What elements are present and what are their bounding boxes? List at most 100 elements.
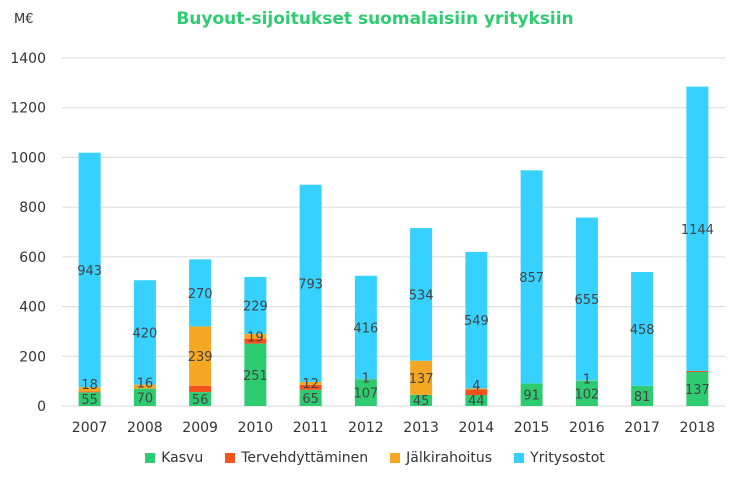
bar-yritysostot-2017 [631,272,654,386]
bar-yritysostot-2015 [520,170,543,384]
bar-yritysostot-2012 [354,275,377,380]
x-tick-label: 2011 [293,420,329,436]
bar-kasvu-2018 [686,371,709,406]
data-label: 655 [574,293,599,308]
bar-jälkirahoitus-2010 [244,333,267,339]
x-tick-label: 2018 [680,420,716,436]
data-label: 12 [302,377,319,392]
bar-yritysostot-2007 [78,152,101,388]
y-tick-label: 1000 [10,150,46,166]
bar-kasvu-2014 [465,395,488,406]
bar-yritysostot-2010 [244,276,267,334]
bar-tervehdyttäminen-2018 [686,370,709,372]
data-label: 416 [353,321,378,336]
bar-yritysostot-2013 [410,228,433,361]
bar-kasvu-2011 [299,389,322,406]
data-label: 45 [413,394,430,409]
bar-yritysostot-2018 [686,86,709,371]
legend-item: Kasvu [145,450,203,466]
bar-kasvu-2010 [244,343,267,406]
legend-item: Yritysostot [514,450,605,466]
data-label: 943 [77,264,102,279]
y-tick-label: 0 [37,399,46,415]
x-tick-label: 2015 [514,420,550,436]
bar-kasvu-2012 [354,379,377,406]
bar-jälkirahoitus-2011 [299,381,322,385]
legend-label: Yritysostot [530,450,605,466]
y-tick-label: 1200 [10,101,46,117]
data-label: 1 [583,372,591,387]
legend-label: Kasvu [161,450,204,466]
data-label: 229 [243,299,268,314]
x-tick-label: 2010 [238,420,274,436]
data-label: 18 [81,378,98,393]
data-label: 270 [188,287,213,302]
bar-tervehdyttäminen-2009 [189,385,212,393]
x-tick-label: 2009 [182,420,218,436]
data-label: 19 [247,330,264,345]
bar-kasvu-2015 [520,383,543,406]
data-label: 458 [630,323,655,338]
bar-yritysostot-2009 [189,259,212,327]
data-label: 16 [137,376,154,391]
y-tick-label: 600 [19,250,46,266]
data-label: 857 [519,271,544,286]
data-label: 1 [362,372,370,387]
x-tick-label: 2017 [624,420,660,436]
legend-swatch [514,453,525,463]
bar-jälkirahoitus-2013 [410,360,433,395]
bar-kasvu-2013 [410,394,433,406]
data-label: 56 [192,393,209,408]
bar-yritysostot-2016 [575,217,598,381]
data-label: 81 [634,390,651,405]
y-axis-label: M€ [14,12,34,27]
data-label: 107 [353,387,378,402]
legend: Kasvu Tervehdyttäminen Jälkirahoitus Yritys… [0,450,750,466]
data-label: 420 [132,326,157,341]
y-tick-label: 200 [19,349,46,365]
data-label: 137 [409,372,434,387]
legend-item: Jälkirahoitus [390,450,492,466]
bar-tervehdyttäminen-2011 [299,384,322,390]
data-label: 137 [685,383,710,398]
bar-yritysostot-2008 [133,280,156,385]
bar-tervehdyttäminen-2014 [465,389,488,396]
data-label: 251 [243,369,268,384]
x-tick-label: 2012 [348,420,384,436]
bar-jälkirahoitus-2008 [133,384,156,389]
data-label: 70 [137,391,154,406]
data-label: 91 [523,389,540,404]
bar-jälkirahoitus-2009 [189,326,212,386]
bar-kasvu-2017 [631,385,654,406]
data-label: 55 [81,393,98,408]
data-label: 549 [464,314,489,329]
legend-item: Tervehdyttäminen [225,450,368,466]
y-tick-label: 400 [19,300,46,316]
bar-jälkirahoitus-2014 [465,388,488,390]
data-label: 1144 [681,223,714,238]
data-label: 4 [472,379,480,394]
data-label: 102 [574,387,599,402]
data-label: 44 [468,394,485,409]
x-tick-label: 2013 [403,420,439,436]
bar-kasvu-2009 [189,392,212,406]
x-tick-label: 2016 [569,420,605,436]
x-tick-label: 2007 [72,420,108,436]
bar-yritysostot-2014 [465,251,488,389]
legend-label: Jälkirahoitus [406,450,493,466]
x-tick-label: 2008 [127,420,163,436]
x-tick-label: 2014 [459,420,495,436]
data-label: 534 [409,288,434,303]
data-label: 239 [188,350,213,365]
bar-tervehdyttäminen-2007 [78,391,101,393]
data-label: 65 [302,392,319,407]
legend-label: Tervehdyttäminen [241,450,369,466]
bar-yritysostot-2011 [299,184,322,382]
bar-kasvu-2007 [78,392,101,406]
bar-kasvu-2008 [133,388,156,406]
data-label: 793 [298,277,323,292]
legend-swatch [225,453,236,463]
y-tick-label: 800 [19,200,46,216]
